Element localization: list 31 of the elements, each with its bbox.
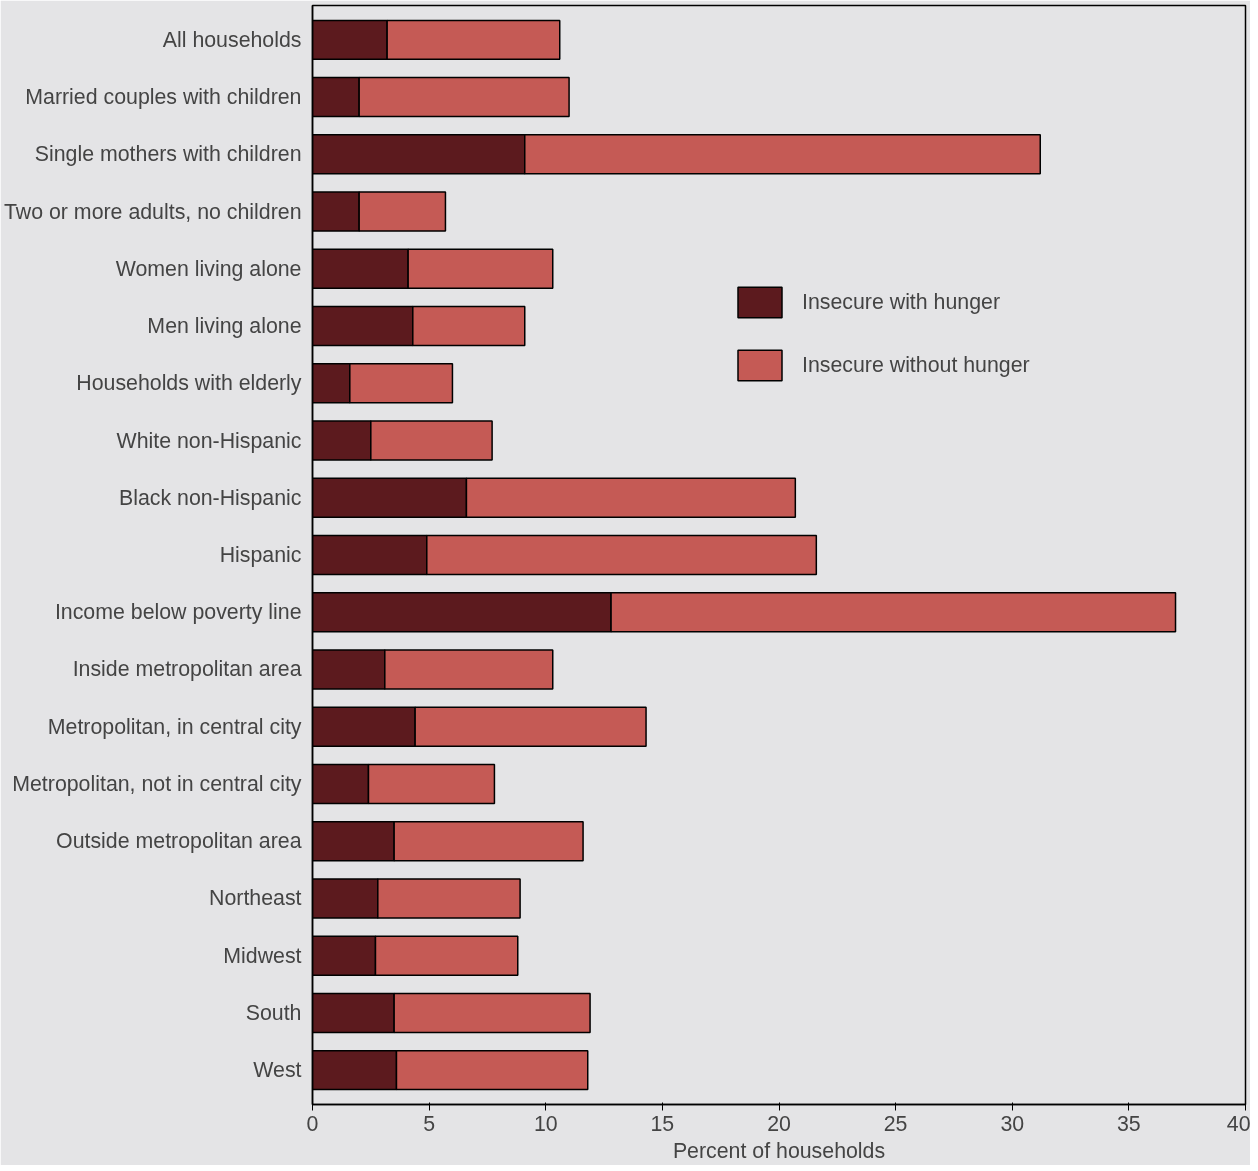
y-tick-label: Single mothers with children (34, 142, 302, 167)
x-axis-title: Percent of households (672, 1138, 886, 1163)
y-tick-label: Men living alone (147, 314, 302, 339)
legend-label: Insecure with hunger (802, 289, 1000, 315)
x-tick-label: 25 (883, 1111, 908, 1136)
y-tick-label: White non-Hispanic (116, 428, 302, 453)
x-tick-label: 20 (767, 1111, 791, 1136)
x-tick-label: 40 (1226, 1111, 1251, 1136)
x-tick-label: 35 (1117, 1111, 1141, 1136)
y-tick-label: Households with elderly (76, 371, 302, 396)
y-tick-label: Inside metropolitan area (72, 657, 302, 682)
y-tick-label: Metropolitan, not in central city (12, 771, 302, 796)
y-tick-label: Hispanic (219, 543, 302, 567)
y-tick-label: Married couples with children (25, 85, 302, 110)
y-tick-label: Two or more adults, no children (3, 199, 302, 224)
y-tick-label: Northeast (209, 886, 302, 911)
legend-label: Insecure without hunger (802, 352, 1030, 378)
y-tick-label: Midwest (223, 943, 302, 968)
x-tick-label: 5 (423, 1111, 436, 1136)
x-tick-label: 10 (533, 1111, 558, 1136)
x-tick-label: 15 (650, 1111, 675, 1136)
x-tick-label: 30 (1000, 1111, 1025, 1136)
x-tick-label: 0 (306, 1111, 319, 1136)
y-tick-label: Black non-Hispanic (118, 485, 302, 510)
y-tick-label: Women living alone (115, 256, 302, 281)
y-tick-label: West (253, 1058, 302, 1083)
y-tick-label: Income below poverty line (54, 600, 302, 625)
y-tick-label: South (245, 1000, 302, 1025)
y-tick-label: Metropolitan, in central city (47, 714, 302, 739)
y-tick-label: All households (162, 27, 302, 52)
y-tick-label: Outside metropolitan area (56, 829, 302, 854)
